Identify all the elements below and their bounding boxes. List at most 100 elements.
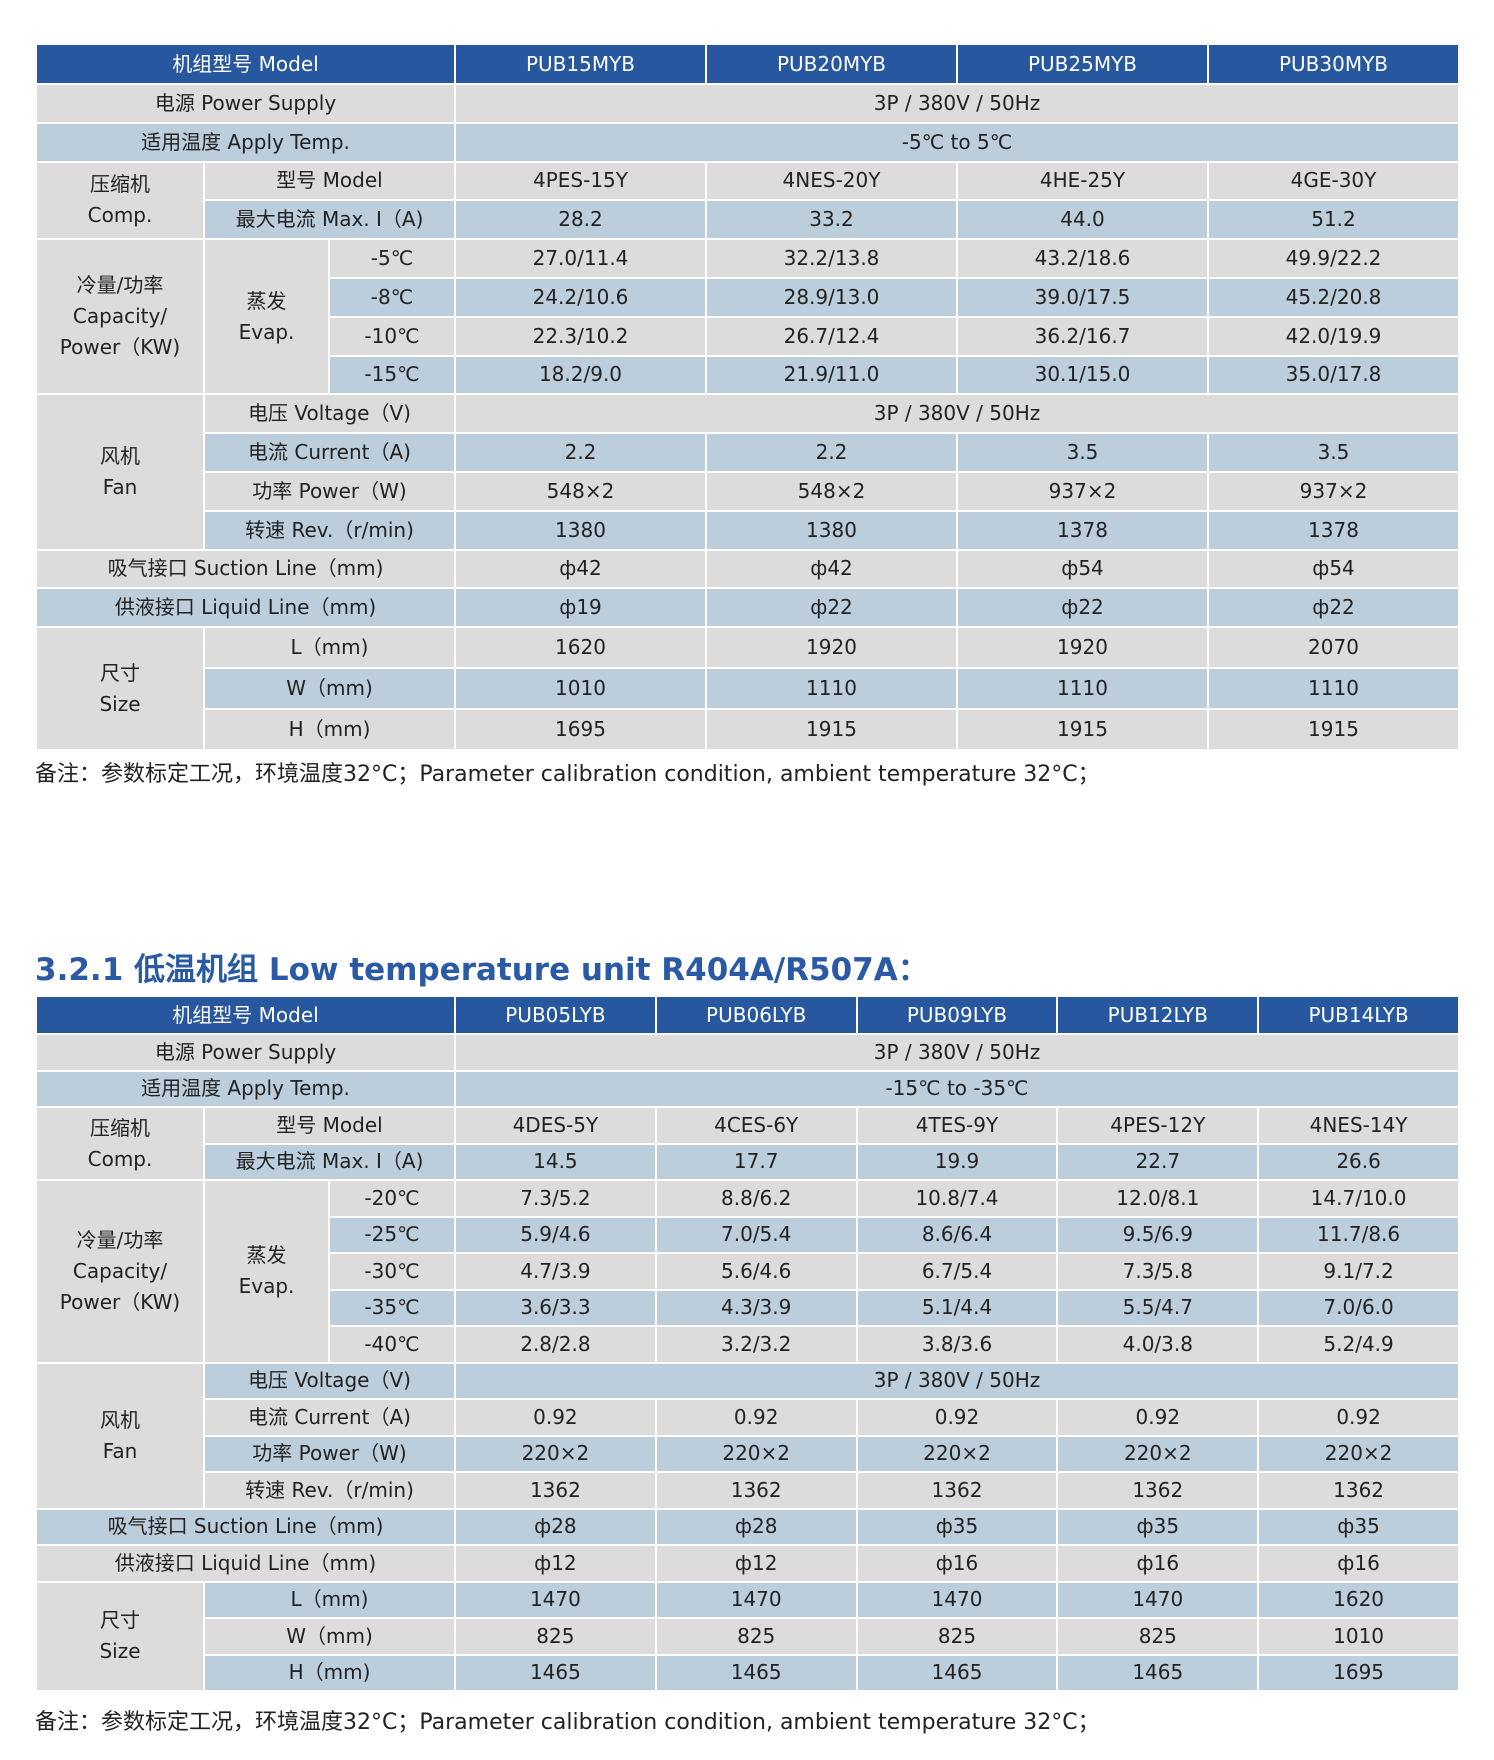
value-cell: 4PES-15Y <box>454 160 707 202</box>
temp-label: -25℃ <box>328 1215 456 1254</box>
table-row: 风机 Fan 电压 Voltage（V) 3P / 380V / 50Hz <box>35 1361 1460 1510</box>
row-label: 功率 Power（W) <box>203 470 456 512</box>
table-row: 功率 Power（W) 220×2 220×2 220×2 220×2 220×2 <box>36 1434 1460 1473</box>
value-cell: 1362 <box>1257 1471 1460 1510</box>
value-cell: 9.5/6.9 <box>1056 1215 1260 1254</box>
row-label: 最大电流 Max. I（A) <box>203 199 456 241</box>
value-cell: ф12 <box>654 1544 858 1583</box>
group-label: 尺寸 Size <box>35 626 205 752</box>
table-row: -25℃ 5.9/4.6 7.0/5.4 8.6/6.4 9.5/6.9 11.7/8.6 <box>36 1215 1460 1254</box>
value-cell: 1470 <box>654 1580 858 1619</box>
value-cell: 4HE-25Y <box>956 160 1209 202</box>
value-cell: 5.2/4.9 <box>1257 1325 1460 1364</box>
table-row: 尺寸 Size L（mm) 1470 1470 1470 1470 1620 <box>35 1580 1460 1692</box>
value-cell: 4GE-30Y <box>1207 160 1460 202</box>
value-cell: 4DES-5Y <box>454 1106 657 1145</box>
row-label: 电压 Voltage（V) <box>203 1361 456 1400</box>
value-cell: 49.9/22.2 <box>1207 238 1460 279</box>
value-cell: 4NES-20Y <box>705 160 958 202</box>
model-header: PUB05LYB <box>454 995 657 1035</box>
row-label: 最大电流 Max. I（A) <box>203 1142 456 1181</box>
value-cell: 45.2/20.8 <box>1207 276 1460 318</box>
header-label: 机组型号 Model <box>35 995 456 1035</box>
temp-label: -20℃ <box>328 1179 456 1218</box>
value-cell: 1915 <box>705 708 958 752</box>
value-cell: 1915 <box>1207 708 1460 752</box>
value-cell: 1470 <box>1056 1580 1260 1619</box>
table-row: W（mm) 1010 1110 1110 1110 <box>36 667 1460 711</box>
row-label: H（mm) <box>203 708 456 752</box>
table-row: 供液接口 Liquid Line（mm) ф12 ф12 ф16 ф16 ф16 <box>35 1544 1460 1583</box>
value-cell: 11.7/8.6 <box>1257 1215 1460 1254</box>
value-cell: 26.7/12.4 <box>705 315 958 357</box>
value-cell: 2.2 <box>454 432 707 473</box>
table-row: 最大电流 Max. I（A) 14.5 17.7 19.9 22.7 26.6 <box>36 1142 1460 1181</box>
model-header: PUB20MYB <box>705 43 958 85</box>
table-row: W（mm) 825 825 825 825 1010 <box>36 1617 1460 1656</box>
row-label: 电流 Current（A) <box>203 432 456 473</box>
table-row: 转速 Rev.（r/min) 1380 1380 1378 1378 <box>36 509 1460 551</box>
value-cell: 220×2 <box>454 1434 657 1473</box>
value-cell: 4.0/3.8 <box>1056 1325 1260 1364</box>
table-cell: 3P / 380V / 50Hz <box>454 393 1460 435</box>
row-label: 型号 Model <box>203 160 456 202</box>
value-cell: 1465 <box>855 1653 1059 1692</box>
value-cell: 1010 <box>1257 1617 1460 1656</box>
temp-label: -40℃ <box>328 1325 456 1364</box>
value-cell: 44.0 <box>956 199 1209 241</box>
value-cell: 7.0/5.4 <box>654 1215 858 1254</box>
value-cell: 3.6/3.3 <box>454 1288 657 1327</box>
table-row: 吸气接口 Suction Line（mm) ф28 ф28 ф35 ф35 ф35 <box>35 1507 1460 1546</box>
model-header: PUB14LYB <box>1257 995 1460 1035</box>
value-cell: ф28 <box>454 1507 657 1546</box>
row-label: W（mm) <box>203 1617 456 1656</box>
value-cell: 1378 <box>956 509 1209 551</box>
group-label: 压缩机 Comp. <box>35 1106 205 1181</box>
table-row: 机组型号 Model PUB05LYB PUB06LYB PUB09LYB PUB12L… <box>35 995 1460 1035</box>
value-cell: 27.0/11.4 <box>454 238 707 279</box>
value-cell: 1695 <box>1257 1653 1460 1692</box>
value-cell: 22.7 <box>1056 1142 1260 1181</box>
value-cell: 937×2 <box>956 470 1209 512</box>
group-label: 冷量/功率 Capacity/ Power（KW) <box>35 238 205 396</box>
table-row: -35℃ 3.6/3.3 4.3/3.9 5.1/4.4 5.5/4.7 7.0/6.0 <box>36 1288 1460 1327</box>
value-cell: 22.3/10.2 <box>454 315 707 357</box>
value-cell: 825 <box>855 1617 1059 1656</box>
value-cell: 5.9/4.6 <box>454 1215 657 1254</box>
temp-label: -5℃ <box>328 238 456 279</box>
value-cell: 4CES-6Y <box>654 1106 858 1145</box>
table-row: 冷量/功率 Capacity/ Power（KW) 蒸发 Evap. -5℃ 27.0… <box>35 238 1460 396</box>
value-cell: ф28 <box>654 1507 858 1546</box>
table-row: 功率 Power（W) 548×2 548×2 937×2 937×2 <box>36 470 1460 512</box>
group-label: 尺寸 Size <box>35 1580 205 1692</box>
row-label: 吸气接口 Suction Line（mm) <box>35 548 456 590</box>
table-row: -8℃ 24.2/10.6 28.9/13.0 39.0/17.5 45.2/20.8 <box>36 276 1460 318</box>
value-cell: 1380 <box>705 509 958 551</box>
model-header: PUB12LYB <box>1056 995 1260 1035</box>
value-cell: 8.8/6.2 <box>654 1179 858 1218</box>
table-row: 电源 Power Supply 3P / 380V / 50Hz <box>35 83 1460 124</box>
value-cell: 18.2/9.0 <box>454 354 707 396</box>
table-row: -10℃ 22.3/10.2 26.7/12.4 36.2/16.7 42.0/19.9 <box>36 315 1460 357</box>
row-label: 适用温度 Apply Temp. <box>35 1069 456 1108</box>
model-header: PUB15MYB <box>454 43 707 85</box>
row-label: L（mm) <box>203 1580 456 1619</box>
value-cell: 825 <box>654 1617 858 1656</box>
group-label: 蒸发 Evap. <box>203 238 330 396</box>
row-label: 电压 Voltage（V) <box>203 393 456 435</box>
value-cell: ф19 <box>454 587 707 629</box>
table-row: -15℃ 18.2/9.0 21.9/11.0 30.1/15.0 35.0/17.8 <box>36 354 1460 396</box>
value-cell: ф16 <box>1056 1544 1260 1583</box>
value-cell: ф35 <box>1257 1507 1460 1546</box>
value-cell: 1110 <box>956 667 1209 711</box>
value-cell: ф22 <box>956 587 1209 629</box>
value-cell: ф22 <box>1207 587 1460 629</box>
spec-table-medium-temp: 机组型号 Model PUB15MYB PUB20MYB PUB25MYB PUB30M… <box>35 43 1460 752</box>
value-cell: 14.7/10.0 <box>1257 1179 1460 1218</box>
value-cell: 51.2 <box>1207 199 1460 241</box>
value-cell: 1362 <box>1056 1471 1260 1510</box>
table-row: 电流 Current（A) 0.92 0.92 0.92 0.92 0.92 <box>36 1398 1460 1437</box>
value-cell: 220×2 <box>855 1434 1059 1473</box>
value-cell: 28.9/13.0 <box>705 276 958 318</box>
row-label: 吸气接口 Suction Line（mm) <box>35 1507 456 1546</box>
